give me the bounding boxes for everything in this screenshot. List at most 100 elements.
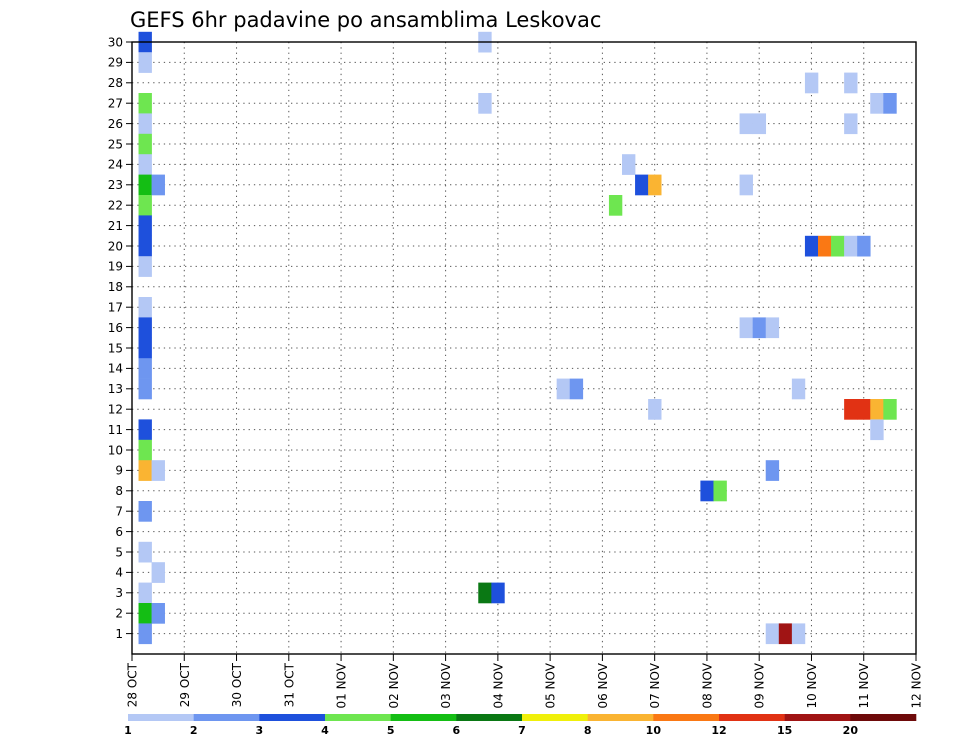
legend-swatch-0 — [128, 714, 194, 721]
cell-m23-s2 — [151, 174, 165, 196]
cell-m2-s1 — [138, 603, 152, 624]
x-tick-label-13: 10 NOV — [805, 662, 819, 708]
y-tick-label-7: 7 — [115, 505, 123, 519]
cell-m29-s1 — [138, 52, 152, 73]
legend-label-2: 3 — [256, 724, 264, 737]
cell-m16-s1 — [138, 317, 152, 339]
y-tick-label-5: 5 — [115, 545, 123, 559]
cell-m26-s47 — [739, 113, 753, 135]
cell-m8-s45 — [713, 480, 727, 502]
cell-m22-s37 — [608, 195, 623, 216]
cell-m12-s40 — [648, 399, 662, 420]
cell-m7-s1 — [138, 501, 152, 522]
cell-m22-s1 — [138, 195, 152, 216]
x-tick-label-2: 30 OCT — [230, 662, 244, 707]
y-tick-label-4: 4 — [115, 566, 123, 580]
cell-m21-s1 — [138, 215, 152, 237]
chart-cells — [138, 31, 897, 645]
cell-m9-s2 — [151, 460, 165, 481]
legend-label-6: 7 — [518, 724, 526, 737]
y-tick-label-16: 16 — [108, 321, 123, 335]
y-tick-label-17: 17 — [108, 301, 123, 315]
cell-m1-s51 — [791, 623, 806, 645]
cell-m23-s40 — [648, 174, 662, 196]
x-tick-label-10: 07 NOV — [648, 662, 662, 708]
x-tick-label-14: 11 NOV — [857, 662, 871, 708]
cell-m1-s1 — [138, 623, 152, 645]
x-tick-label-7: 04 NOV — [491, 662, 505, 708]
y-tick-label-25: 25 — [108, 137, 123, 151]
y-tick-label-11: 11 — [108, 423, 123, 437]
cell-m8-s44 — [700, 480, 714, 502]
cell-m11-s1 — [138, 419, 152, 441]
legend-label-11: 20 — [843, 724, 859, 737]
legend-label-7: 8 — [584, 724, 592, 737]
y-tick-label-18: 18 — [108, 280, 123, 294]
cell-m12-s58 — [883, 399, 897, 420]
color-legend: 1 2 3 4 5 6 7 8 10 12 15 20 — [124, 714, 917, 737]
x-tick-label-12: 09 NOV — [753, 662, 767, 708]
y-tick-label-23: 23 — [108, 178, 123, 192]
cell-m26-s55 — [844, 113, 858, 135]
y-tick-label-12: 12 — [108, 403, 123, 417]
legend-label-8: 10 — [646, 724, 662, 737]
cell-m14-s1 — [138, 358, 152, 379]
y-tick-label-9: 9 — [115, 464, 123, 478]
y-tick-label-30: 30 — [108, 35, 123, 49]
cell-m4-s2 — [151, 562, 165, 583]
x-tick-label-4: 01 NOV — [335, 662, 349, 708]
cell-m3-s27 — [478, 582, 492, 604]
cell-m23-s39 — [635, 174, 649, 196]
legend-label-9: 12 — [711, 724, 726, 737]
legend-swatch-9 — [719, 714, 785, 721]
y-tick-label-1: 1 — [115, 627, 123, 641]
x-tick-label-0: 28 OCT — [126, 662, 140, 707]
cell-m17-s1 — [138, 297, 152, 318]
x-tick-label-9: 06 NOV — [596, 662, 610, 708]
y-tick-label-8: 8 — [115, 484, 123, 498]
x-tick-label-15: 12 NOV — [910, 662, 924, 708]
cell-m20-s56 — [857, 235, 871, 257]
cell-m16-s49 — [765, 317, 780, 339]
y-tick-label-21: 21 — [108, 219, 123, 233]
legend-swatch-11 — [850, 714, 917, 721]
cell-m27-s27 — [478, 93, 492, 114]
cell-m24-s1 — [138, 154, 152, 175]
y-tick-label-14: 14 — [108, 362, 123, 376]
y-tick-label-10: 10 — [108, 443, 123, 457]
cell-m20-s1 — [138, 235, 152, 257]
cell-m19-s1 — [138, 256, 152, 277]
y-tick-label-24: 24 — [108, 158, 123, 172]
x-tick-label-11: 08 NOV — [700, 662, 714, 708]
cell-m3-s1 — [138, 582, 152, 604]
legend-label-4: 5 — [387, 724, 395, 737]
y-tick-label-15: 15 — [108, 341, 123, 355]
y-tick-label-22: 22 — [108, 199, 123, 213]
cell-m13-s34 — [569, 378, 584, 400]
y-tick-label-26: 26 — [108, 117, 123, 131]
y-axis: 1234567891011121314151617181920212223242… — [108, 35, 132, 641]
chart-title: GEFS 6hr padavine po ansamblima Leskovac — [130, 8, 601, 32]
y-tick-label-28: 28 — [108, 76, 123, 90]
legend-swatch-2 — [259, 714, 326, 721]
y-tick-label-2: 2 — [115, 607, 123, 621]
cell-m27-s57 — [870, 93, 884, 114]
x-tick-label-3: 31 OCT — [282, 662, 296, 707]
cell-m26-s1 — [138, 113, 152, 135]
cell-m23-s47 — [739, 174, 753, 196]
cell-m20-s55 — [844, 235, 858, 257]
legend-swatch-3 — [325, 714, 391, 721]
cell-m20-s54 — [831, 235, 845, 257]
cell-m13-s33 — [556, 378, 571, 400]
y-tick-label-6: 6 — [115, 525, 123, 539]
chart-grid — [132, 41, 916, 654]
cell-m20-s52 — [804, 235, 819, 257]
x-tick-label-5: 02 NOV — [387, 662, 401, 708]
cell-m9-s49 — [765, 460, 780, 481]
cell-m27-s58 — [883, 93, 897, 114]
cell-m3-s28 — [491, 582, 505, 604]
cell-m2-s2 — [151, 603, 165, 624]
cell-m12-s56 — [857, 399, 871, 420]
cell-m20-s53 — [818, 235, 832, 257]
